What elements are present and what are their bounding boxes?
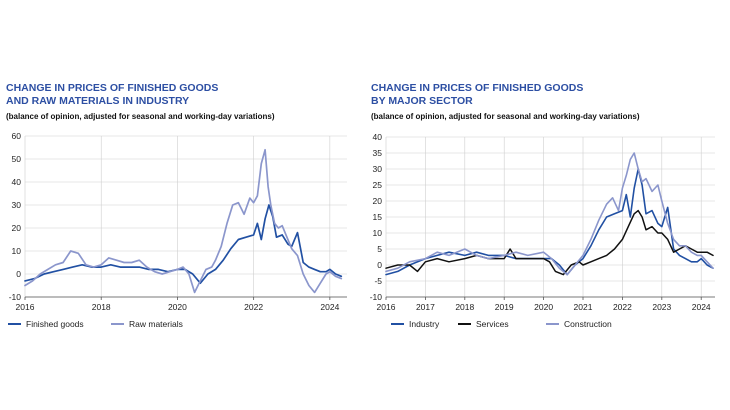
left-y-tick-label: 60 (12, 131, 22, 141)
right-y-tick-label: 35 (373, 148, 383, 158)
right-y-tick-label: 25 (373, 180, 383, 190)
right-x-tick-label: 2023 (652, 302, 671, 312)
left-chart-subtitle: (balance of opinion, adjusted for season… (6, 112, 275, 121)
right-chart-title-line-2: BY MAJOR SECTOR (371, 95, 473, 107)
left-x-tick-label: 2016 (16, 302, 35, 312)
left-chart-title-line-2: AND RAW MATERIALS IN INDUSTRY (6, 95, 190, 107)
right-line-chart: -10 -5 0 5 10 15 20 25 30 35 40 2016 2017 2018 2019 202… (370, 132, 715, 329)
left-y-tick-label: 40 (12, 177, 22, 187)
right-legend-label-construction: Construction (564, 319, 612, 329)
right-x-tick-label: 2021 (574, 302, 593, 312)
left-chart-panel: CHANGE IN PRICES OF FINISHED GOODS AND R… (6, 82, 347, 329)
right-x-tick-label: 2018 (455, 302, 474, 312)
right-x-tick-label: 2017 (416, 302, 435, 312)
left-legend-label-finished-goods: Finished goods (26, 319, 84, 329)
right-x-tick-label: 2019 (495, 302, 514, 312)
right-series-line-construction (385, 152, 714, 276)
left-x-tick-label: 2018 (92, 302, 111, 312)
right-x-tick-label: 2016 (377, 302, 396, 312)
left-x-tick-label: 2020 (168, 302, 187, 312)
right-chart-panel: CHANGE IN PRICES OF FINISHED GOODS BY MA… (365, 0, 730, 410)
left-y-tick-label: 50 (12, 154, 22, 164)
right-legend-label-industry: Industry (409, 319, 440, 329)
right-chart-subtitle: (balance of opinion, adjusted for season… (371, 112, 640, 121)
right-chart-title: CHANGE IN PRICES OF FINISHED GOODS BY MA… (371, 82, 701, 108)
right-y-tick-label: 20 (373, 196, 383, 206)
right-legend-label-services: Services (476, 319, 509, 329)
right-y-tick-label: 15 (373, 212, 383, 222)
right-y-tick-label: 10 (373, 228, 383, 238)
right-y-tick-label: -5 (374, 276, 382, 286)
left-chart-title: CHANGE IN PRICES OF FINISHED GOODS AND R… (6, 82, 336, 108)
right-x-tick-label: 2024 (692, 302, 711, 312)
left-x-tick-label: 2024 (320, 302, 339, 312)
left-x-tick-label: 2022 (244, 302, 263, 312)
right-y-tick-label: 0 (377, 260, 382, 270)
right-y-tick-label: 5 (377, 244, 382, 254)
left-legend-label-raw-materials: Raw materials (129, 319, 183, 329)
left-series-line-finished-goods (24, 204, 343, 285)
right-x-tick-label: 2020 (534, 302, 553, 312)
left-chart-title-line-1: CHANGE IN PRICES OF FINISHED GOODS (6, 82, 219, 94)
left-y-tick-label: 20 (12, 223, 22, 233)
left-y-tick-label: -10 (9, 292, 22, 302)
right-y-tick-label: -10 (370, 292, 383, 302)
right-x-tick-label: 2022 (613, 302, 632, 312)
right-y-tick-label: 30 (373, 164, 383, 174)
left-y-tick-label: 30 (12, 200, 22, 210)
right-series-line-services (385, 209, 714, 276)
right-chart-title-line-1: CHANGE IN PRICES OF FINISHED GOODS (371, 82, 584, 94)
right-y-tick-label: 40 (373, 132, 383, 142)
left-y-tick-label: 0 (16, 269, 21, 279)
left-line-chart: -10 0 10 20 30 40 50 60 2016 2018 2020 2022 2024 Fini… (8, 131, 347, 329)
left-y-tick-label: 10 (12, 246, 22, 256)
left-series-line-raw-materials (24, 148, 343, 294)
